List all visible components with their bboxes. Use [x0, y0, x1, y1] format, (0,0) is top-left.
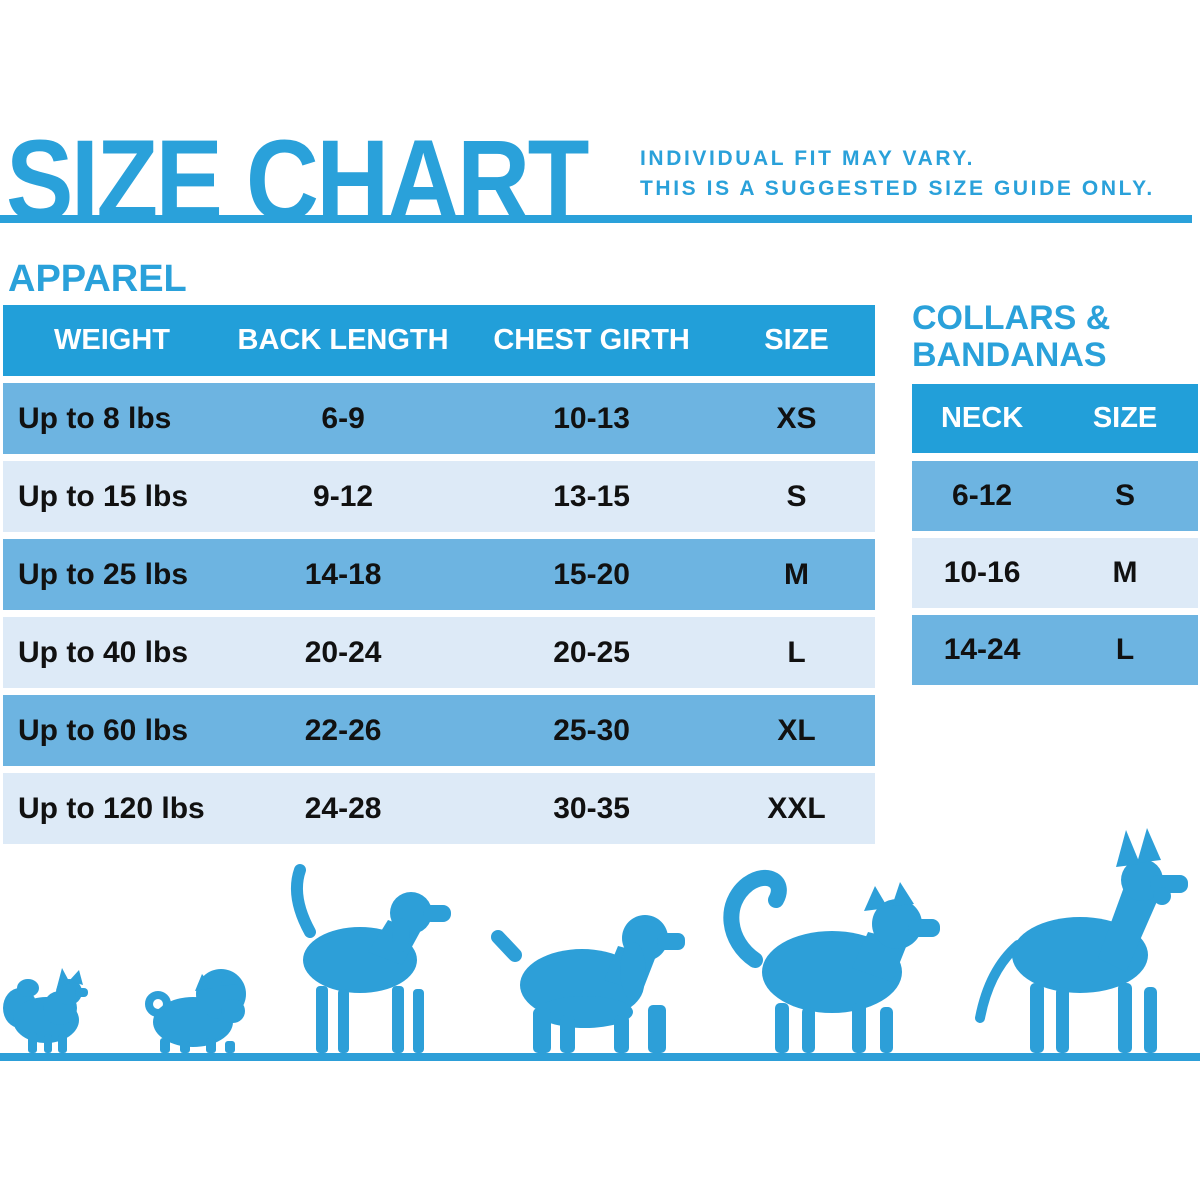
pomeranian-dog-icon: [3, 968, 88, 1053]
back-length-cell: 22-26: [304, 713, 382, 747]
back-length-cell: 24-28: [304, 791, 382, 825]
cocker-spaniel-dog-icon: [491, 915, 685, 1053]
collars-section-label-line1: COLLARS &: [912, 299, 1111, 337]
column-header-back-length: BACK LENGTH: [237, 324, 449, 356]
table-row-xl: Up to 60 lbs 22-26 25-30 XL: [3, 695, 875, 766]
pug-dog-icon: [145, 969, 246, 1053]
collars-row-s: 6-12 S: [912, 461, 1198, 531]
great-dane-dog-icon: [975, 828, 1188, 1053]
column-header-neck: NECK: [940, 402, 1024, 434]
collars-size-table: NECK SIZE 6-12 S 10-16 M 14-24 L: [912, 384, 1198, 692]
collars-section-label: COLLARS & BANDANAS: [912, 300, 1110, 374]
column-header-weight: WEIGHT: [54, 324, 170, 356]
size-cell: M: [1112, 556, 1138, 589]
column-header-chest-girth: CHEST GIRTH: [493, 324, 690, 356]
table-row-s: Up to 15 lbs 9-12 13-15 S: [3, 461, 875, 532]
chest-girth-cell: 15-20: [553, 557, 630, 591]
weight-cell: Up to 60 lbs: [18, 713, 189, 747]
column-header-size: SIZE: [1092, 402, 1158, 434]
chest-girth-cell: 20-25: [553, 635, 630, 669]
size-cell: S: [786, 479, 807, 513]
size-cell: XS: [776, 401, 817, 435]
size-cell: XL: [777, 713, 816, 747]
weight-cell: Up to 8 lbs: [18, 401, 172, 435]
apparel-section-label: APPAREL: [8, 258, 187, 300]
chest-girth-cell: 10-13: [553, 401, 630, 435]
collars-header-row: NECK SIZE: [912, 384, 1198, 453]
size-cell: M: [784, 557, 809, 591]
beagle-dog-icon: [291, 864, 451, 1053]
weight-cell: Up to 25 lbs: [18, 557, 189, 591]
back-length-cell: 20-24: [304, 635, 382, 669]
weight-cell: Up to 15 lbs: [18, 479, 189, 513]
apparel-size-table: WEIGHT BACK LENGTH CHEST GIRTH SIZE Up t…: [3, 305, 875, 851]
husky-dog-icon: [723, 869, 940, 1053]
weight-cell: Up to 40 lbs: [18, 635, 189, 669]
back-length-cell: 9-12: [313, 479, 374, 513]
fit-disclaimer-line1: INDIVIDUAL FIT MAY VARY.: [640, 147, 976, 170]
weight-cell: Up to 120 lbs: [18, 791, 205, 825]
chest-girth-cell: 30-35: [553, 791, 630, 825]
size-cell: XXL: [767, 791, 826, 825]
title-underline: [0, 215, 1192, 223]
apparel-header-row: WEIGHT BACK LENGTH CHEST GIRTH SIZE: [3, 305, 875, 376]
collars-row-l: 14-24 L: [912, 615, 1198, 685]
size-cell: L: [787, 635, 806, 669]
fit-disclaimer: INDIVIDUAL FIT MAY VARY. THIS IS A SUGGE…: [640, 144, 1155, 204]
table-row-l: Up to 40 lbs 20-24 20-25 L: [3, 617, 875, 688]
table-row-m: Up to 25 lbs 14-18 15-20 M: [3, 539, 875, 610]
neck-cell: 6-12: [952, 479, 1013, 512]
collars-section-label-line2: BANDANAS: [912, 336, 1107, 374]
table-row-xs: Up to 8 lbs 6-9 10-13 XS: [3, 383, 875, 454]
back-length-cell: 6-9: [321, 401, 365, 435]
table-row-xxl: Up to 120 lbs 24-28 30-35 XXL: [3, 773, 875, 844]
size-cell: L: [1115, 633, 1135, 666]
neck-cell: 10-16: [943, 556, 1021, 589]
back-length-cell: 14-18: [304, 557, 382, 591]
size-cell: S: [1115, 479, 1136, 512]
chest-girth-cell: 25-30: [553, 713, 630, 747]
column-header-size: SIZE: [764, 324, 829, 356]
fit-disclaimer-line2: THIS IS A SUGGESTED SIZE GUIDE ONLY.: [640, 177, 1155, 200]
neck-cell: 14-24: [943, 633, 1021, 666]
dog-size-silhouettes: [0, 828, 1200, 1061]
collars-row-m: 10-16 M: [912, 538, 1198, 608]
chest-girth-cell: 13-15: [553, 479, 630, 513]
baseline-divider: [0, 1053, 1200, 1061]
